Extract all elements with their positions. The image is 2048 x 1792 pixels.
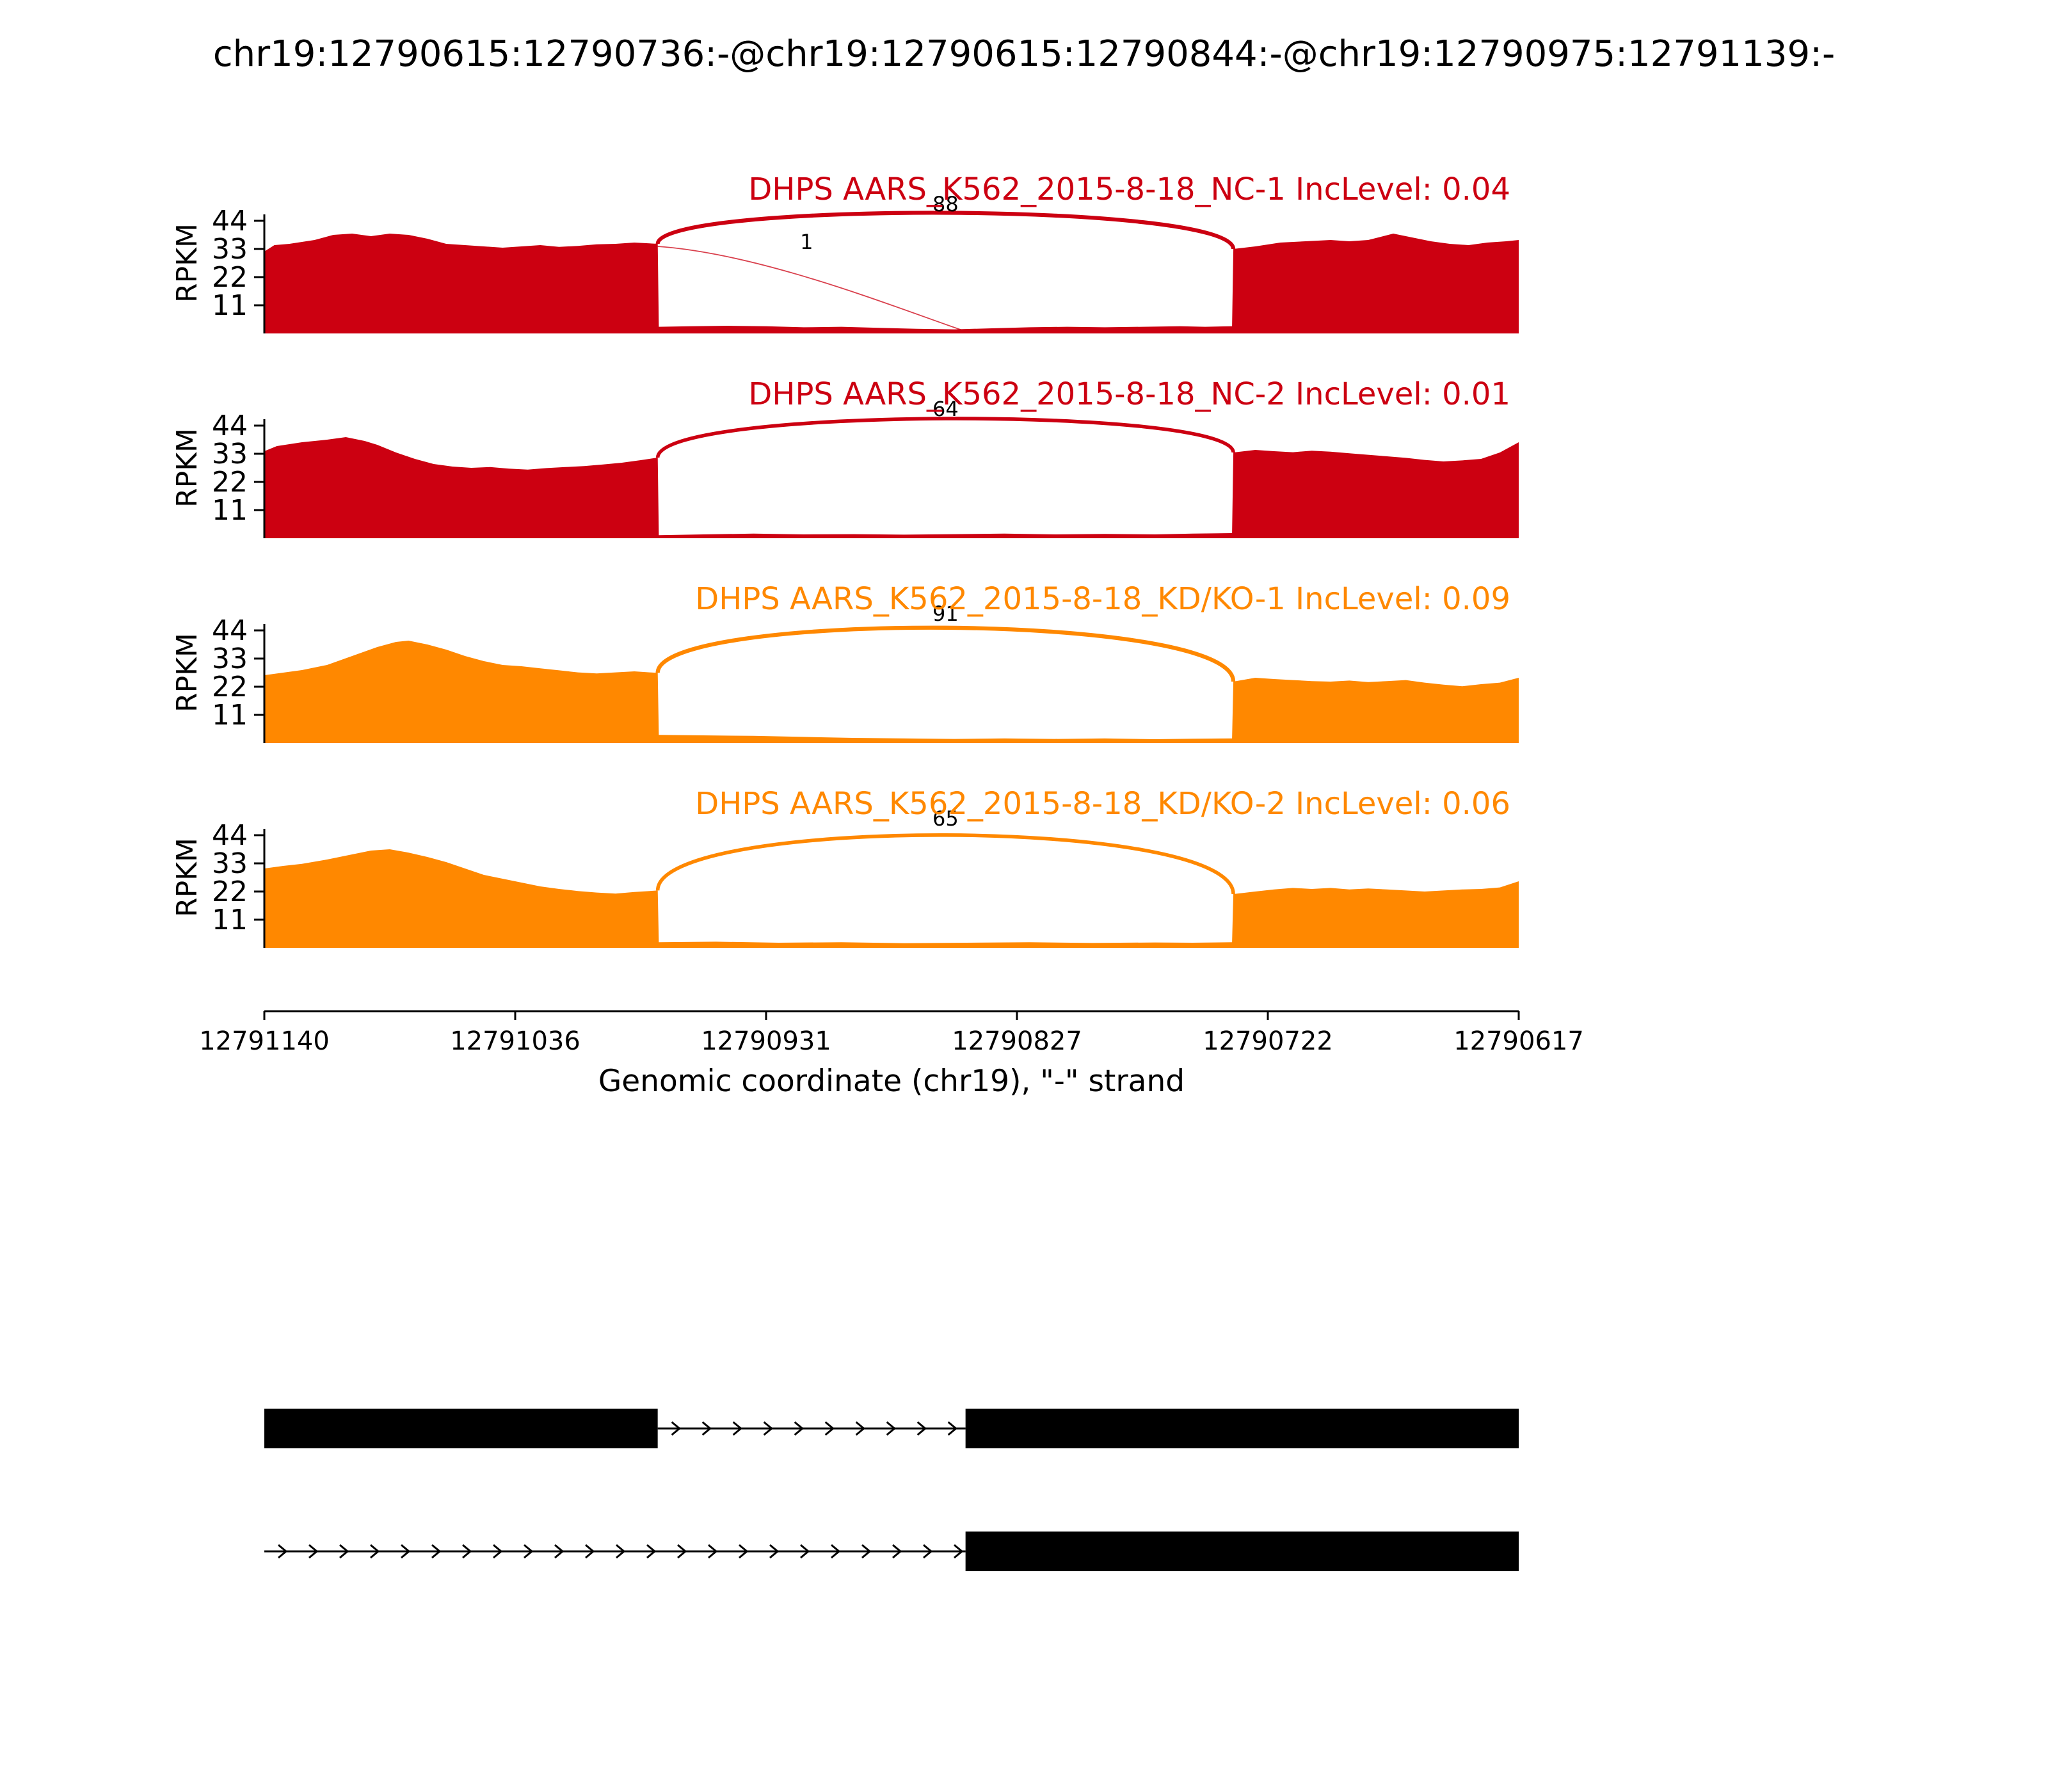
intron-strand-arrow [947,1421,958,1436]
x-tick-label: 12791140 [199,1027,330,1056]
intron-strand-arrow [370,1544,380,1559]
intron-strand-arrow [677,1544,687,1559]
exon-rect [965,1409,1519,1448]
junction-arc [655,833,1235,895]
y-tick-label: 22 [212,261,248,294]
intron-strand-arrow [708,1544,718,1559]
y-axis-label-rpkm: RPKM [171,838,204,917]
intron-strand-arrow [916,1421,927,1436]
intron-strand-arrow [701,1421,712,1436]
junction-count: 65 [932,806,959,831]
y-axis-label-rpkm: RPKM [171,428,204,508]
intron-strand-arrow [671,1421,682,1436]
exon-rect [264,1409,658,1448]
y-tick-label: 33 [212,438,248,470]
y-tick-label: 44 [212,205,248,237]
junction-arc [655,417,1235,458]
x-axis-title: Genomic coordinate (chr19), "-" strand [598,1064,1185,1099]
x-tick-label: 12791036 [450,1027,580,1056]
intron-strand-arrow [831,1544,841,1559]
exon-rect [965,1532,1519,1571]
y-tick-label: 11 [212,904,248,936]
intron-strand-arrow [646,1544,657,1559]
intron-strand-arrow [616,1544,626,1559]
intron-strand-arrow [886,1421,897,1436]
y-tick-label: 11 [212,699,248,732]
intron-strand-arrow [892,1544,902,1559]
x-tick-label: 12790617 [1453,1027,1584,1056]
intron-strand-arrow [278,1544,288,1559]
intron-strand-arrow [493,1544,503,1559]
y-tick-label: 22 [212,466,248,499]
coverage-area-track-1 [264,437,1519,538]
y-tick-label: 44 [212,819,248,852]
intron-strand-arrow [769,1544,780,1559]
intron-strand-arrow [401,1544,411,1559]
y-axis-label-rpkm: RPKM [171,633,204,712]
junction-arc [655,625,1236,682]
figure-title: chr19:12790615:12790736:-@chr19:12790615… [212,33,1836,75]
junction-count: 1 [800,230,813,254]
intron-strand-arrow [462,1544,472,1559]
y-tick-label: 33 [212,643,248,675]
x-tick-label: 12790827 [952,1027,1082,1056]
y-tick-label: 33 [212,847,248,880]
intron-strand-arrow [554,1544,564,1559]
y-tick-label: 11 [212,494,248,527]
intron-strand-arrow [855,1421,866,1436]
track-title: DHPS AARS_K562_2015-8-18_KD/KO-2 IncLeve… [695,786,1510,822]
intron-strand-arrow [339,1544,349,1559]
track-title: DHPS AARS_K562_2015-8-18_KD/KO-1 IncLeve… [695,581,1510,617]
intron-strand-arrow [800,1544,810,1559]
intron-strand-arrow [739,1544,749,1559]
junction-count: 91 [932,602,959,626]
coverage-area-track-3 [264,849,1519,948]
intron-strand-arrow [923,1544,933,1559]
intron-strand-arrow [524,1544,534,1559]
junction-arc [655,211,1236,250]
track-title: DHPS AARS_K562_2015-8-18_NC-2 IncLevel: … [748,376,1510,412]
y-tick-label: 33 [212,233,248,266]
y-tick-label: 22 [212,671,248,703]
y-tick-label: 11 [212,289,248,322]
intron-strand-arrow [763,1421,774,1436]
intron-strand-arrow [794,1421,804,1436]
x-tick-label: 12790931 [701,1027,831,1056]
intron-strand-arrow [308,1544,319,1559]
y-axis-label-rpkm: RPKM [171,223,204,303]
x-tick-label: 12790722 [1203,1027,1333,1056]
y-tick-label: 22 [212,876,248,908]
intron-strand-arrow [732,1421,743,1436]
junction-arc-minor [657,246,968,333]
track-title: DHPS AARS_K562_2015-8-18_NC-1 IncLevel: … [748,172,1510,207]
intron-strand-arrow [431,1544,442,1559]
intron-strand-arrow [585,1544,595,1559]
coverage-area-track-0 [264,234,1519,333]
intron-strand-arrow [861,1544,872,1559]
y-tick-label: 44 [212,614,248,647]
intron-strand-arrow [954,1544,964,1559]
coverage-area-track-2 [264,641,1519,743]
y-tick-label: 44 [212,410,248,442]
intron-strand-arrow [824,1421,835,1436]
junction-count: 88 [932,192,959,216]
junction-count: 64 [932,397,959,421]
